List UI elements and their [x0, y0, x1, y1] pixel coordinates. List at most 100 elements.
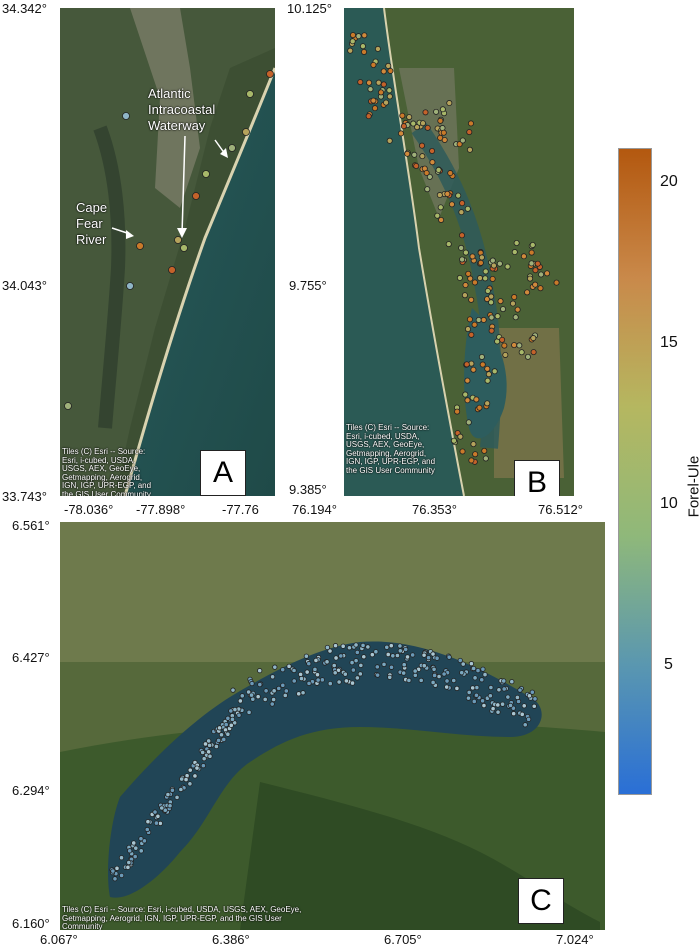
observation-point	[111, 869, 115, 873]
lat-tick-c-1: 6.561°	[12, 518, 50, 533]
observation-point	[483, 456, 488, 461]
lon-tick-a-1: -78.036°	[64, 502, 113, 517]
observation-point	[405, 655, 409, 659]
attribution-b: Tiles (C) Esri -- Source: Esri, i-cubed,…	[346, 424, 442, 476]
observation-point	[339, 654, 343, 658]
observation-point	[405, 151, 410, 156]
observation-point	[459, 245, 464, 250]
observation-point	[226, 732, 230, 736]
observation-point	[527, 694, 531, 698]
observation-point	[521, 254, 526, 259]
observation-point	[462, 293, 467, 298]
colorbar	[618, 148, 652, 795]
observation-point	[438, 217, 443, 222]
observation-point	[314, 658, 318, 662]
observation-point	[500, 306, 505, 311]
observation-point	[145, 827, 149, 831]
observation-point	[301, 691, 305, 695]
observation-point	[471, 367, 476, 372]
observation-point	[510, 679, 514, 683]
observation-point	[388, 675, 392, 679]
observation-point	[533, 282, 538, 287]
observation-point	[358, 672, 362, 676]
observation-point	[366, 114, 371, 119]
observation-point	[485, 401, 490, 406]
observation-point	[217, 726, 221, 730]
lat-tick-c-4: 6.160°	[12, 916, 50, 931]
observation-point	[229, 709, 233, 713]
observation-point	[525, 354, 530, 359]
lat-tick-c-2: 6.427°	[12, 650, 50, 665]
colorbar-tick-15: 15	[660, 334, 678, 352]
map-panel-b: Tiles (C) Esri -- Source: Esri, i-cubed,…	[344, 8, 574, 496]
observation-point	[438, 205, 443, 210]
observation-point	[412, 152, 417, 157]
observation-point	[482, 448, 487, 453]
observation-point	[296, 692, 300, 696]
observation-point	[479, 255, 484, 260]
observation-point	[139, 849, 143, 853]
observation-point	[465, 327, 470, 332]
observation-point	[316, 678, 320, 682]
observation-point	[475, 685, 479, 689]
observation-point	[486, 372, 491, 377]
observation-point	[481, 667, 485, 671]
lon-tick-c-2: 6.386°	[212, 932, 250, 947]
observation-point	[419, 678, 423, 682]
observation-point	[483, 269, 488, 274]
observation-point	[491, 706, 495, 710]
observation-point	[438, 135, 443, 140]
observation-point	[466, 271, 471, 276]
observation-point	[461, 662, 465, 666]
observation-point	[375, 673, 379, 677]
observation-point	[341, 644, 345, 648]
observation-point	[480, 678, 484, 682]
observation-point	[522, 704, 526, 708]
observation-point	[139, 836, 143, 840]
observation-point	[387, 94, 392, 99]
observation-point	[514, 240, 519, 245]
observation-point	[354, 643, 358, 647]
observation-point	[153, 810, 157, 814]
observation-point	[463, 282, 468, 287]
observation-point	[431, 680, 435, 684]
observation-point	[328, 681, 332, 685]
observation-point	[179, 777, 183, 781]
observation-point	[258, 682, 262, 686]
observation-point	[466, 696, 470, 700]
observation-point	[389, 643, 393, 647]
observation-point	[358, 80, 363, 85]
observation-point	[402, 663, 406, 667]
observation-point	[554, 280, 559, 285]
observation-point	[474, 397, 479, 402]
observation-point	[460, 670, 464, 674]
observation-point	[264, 689, 268, 693]
observation-point	[518, 688, 522, 692]
observation-point	[372, 106, 377, 111]
observation-point	[463, 250, 468, 255]
observation-point	[343, 672, 347, 676]
observation-point	[452, 678, 456, 682]
observation-point	[472, 280, 477, 285]
observation-point	[511, 711, 515, 715]
observation-point	[445, 679, 449, 683]
observation-point	[398, 644, 402, 648]
observation-point	[441, 130, 446, 135]
observation-point	[247, 710, 251, 714]
observation-point	[420, 121, 425, 126]
observation-point	[307, 661, 311, 665]
observation-point	[531, 350, 536, 355]
observation-point	[383, 100, 388, 105]
observation-point	[214, 744, 218, 748]
observation-point	[480, 362, 485, 367]
observation-point	[132, 841, 136, 845]
observation-point	[420, 154, 425, 159]
observation-point	[485, 378, 490, 383]
observation-point	[202, 756, 206, 760]
observation-point	[407, 114, 412, 119]
observation-point	[134, 846, 138, 850]
observation-point	[533, 268, 538, 273]
observation-point	[201, 763, 205, 767]
observation-point	[502, 679, 506, 683]
observation-point	[488, 694, 492, 698]
